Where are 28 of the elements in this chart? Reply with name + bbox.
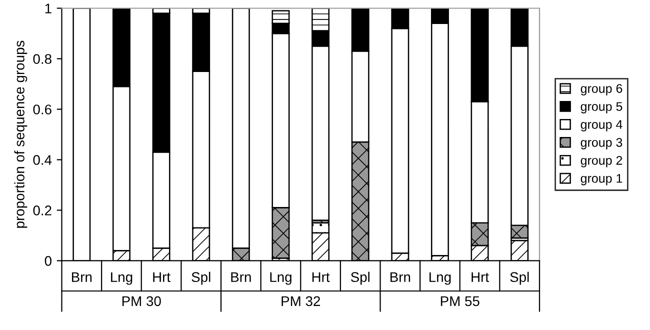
x-tick-label: Hrt	[312, 272, 330, 282]
legend-label: group 5	[580, 102, 622, 114]
text: PM 55	[440, 296, 480, 306]
x-tick-label: Spl	[192, 272, 210, 285]
x-tick-label: Lng	[270, 272, 292, 285]
legend-label: group 4	[580, 120, 622, 132]
y-tick-label: 0.2	[33, 206, 52, 216]
text: PM 30	[122, 296, 161, 306]
y-tick-label: 1	[45, 4, 52, 14]
x-tick-label: Hrt	[472, 272, 489, 282]
text: PM 32	[282, 296, 320, 306]
x-tick-label: Brn	[390, 272, 410, 282]
y-tick-label: 0	[44, 256, 52, 266]
y-axis-title: proportion of sequence groups	[14, 40, 28, 228]
legend-label: group 2	[580, 156, 622, 168]
x-tick-label: Hrt	[153, 272, 170, 282]
x-tick-label: Lng	[430, 272, 451, 285]
x-tick-label: Spl	[510, 272, 529, 285]
legend-label: group 1	[580, 174, 622, 186]
y-tick-label: 0.8	[33, 54, 52, 64]
y-tick-label: 0.4	[33, 155, 52, 165]
x-tick-label: Brn	[231, 272, 251, 282]
x-tick-label: Brn	[72, 272, 92, 282]
x-tick-label: Lng	[111, 272, 132, 285]
x-tick-label: Spl	[350, 272, 370, 285]
legend-label: group 6	[580, 84, 622, 96]
y-tick-label: 0.6	[33, 104, 52, 114]
legend-label: group 3	[580, 138, 622, 150]
